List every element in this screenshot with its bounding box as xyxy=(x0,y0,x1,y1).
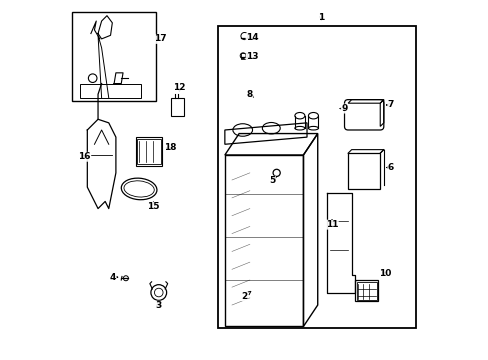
Text: 9: 9 xyxy=(340,104,347,113)
Text: 6: 6 xyxy=(386,163,393,172)
Text: 15: 15 xyxy=(147,202,159,211)
Text: 3: 3 xyxy=(155,301,161,310)
Text: 2: 2 xyxy=(241,291,250,301)
Text: 12: 12 xyxy=(173,83,185,92)
Text: 17: 17 xyxy=(154,35,166,44)
Text: 13: 13 xyxy=(245,52,258,61)
Text: 1: 1 xyxy=(318,13,324,22)
Text: 4: 4 xyxy=(110,273,118,282)
Text: 8: 8 xyxy=(246,90,253,99)
Text: 16: 16 xyxy=(78,152,91,161)
Text: 14: 14 xyxy=(245,33,258,42)
Text: 5: 5 xyxy=(269,176,276,185)
Text: 10: 10 xyxy=(378,269,390,278)
Text: 11: 11 xyxy=(325,220,338,229)
Text: 18: 18 xyxy=(164,143,177,152)
Text: 7: 7 xyxy=(386,100,393,109)
